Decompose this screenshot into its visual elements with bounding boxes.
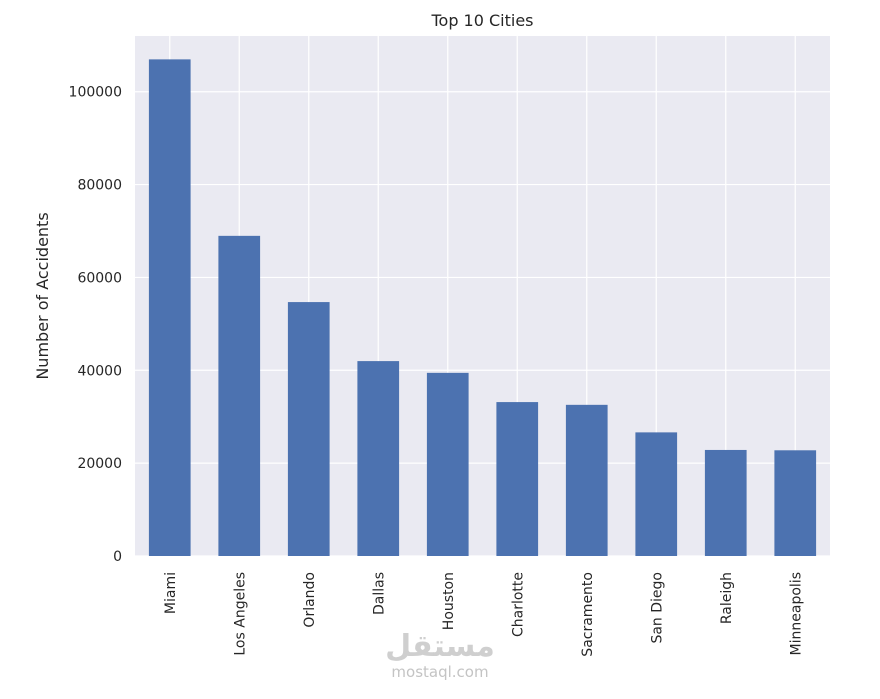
y-tick-label: 100000 — [69, 85, 122, 101]
y-tick-label: 40000 — [77, 363, 122, 379]
x-tick-label: Minneapolis — [788, 572, 804, 655]
bar-raleigh — [704, 449, 747, 556]
bar-orlando — [287, 302, 330, 556]
y-tick-labels: 0 20000 40000 60000 80000 100000 — [69, 85, 122, 565]
bars — [148, 59, 817, 557]
y-axis-label: Number of Accidents — [33, 212, 52, 379]
x-tick-label: Dallas — [371, 572, 387, 615]
chart-title: Top 10 Cities — [430, 11, 533, 30]
bar-minneapolis — [774, 450, 817, 556]
bar-miami — [148, 59, 191, 557]
x-tick-label: Miami — [163, 572, 179, 614]
x-tick-label: Los Angeles — [232, 572, 248, 656]
x-tick-label: San Diego — [649, 572, 665, 644]
y-tick-label: 60000 — [77, 270, 122, 286]
x-tick-label: Sacramento — [580, 572, 596, 657]
bar-charlotte — [496, 402, 539, 556]
y-tick-label: 80000 — [77, 178, 122, 194]
x-tick-label: Raleigh — [719, 572, 735, 624]
x-tick-label: Houston — [441, 572, 457, 630]
bar-dallas — [357, 361, 400, 556]
x-tick-labels: Miami Los Angeles Orlando Dallas Houston Char… — [163, 572, 805, 657]
x-tick-label: Orlando — [302, 572, 318, 628]
x-tick-label: Charlotte — [510, 572, 526, 637]
y-tick-label: 0 — [113, 549, 122, 565]
bar-houston — [426, 372, 469, 556]
bar-sacramento — [565, 404, 608, 556]
bar-san-diego — [635, 432, 678, 556]
y-tick-label: 20000 — [77, 456, 122, 472]
bar-los-angeles — [218, 235, 261, 556]
